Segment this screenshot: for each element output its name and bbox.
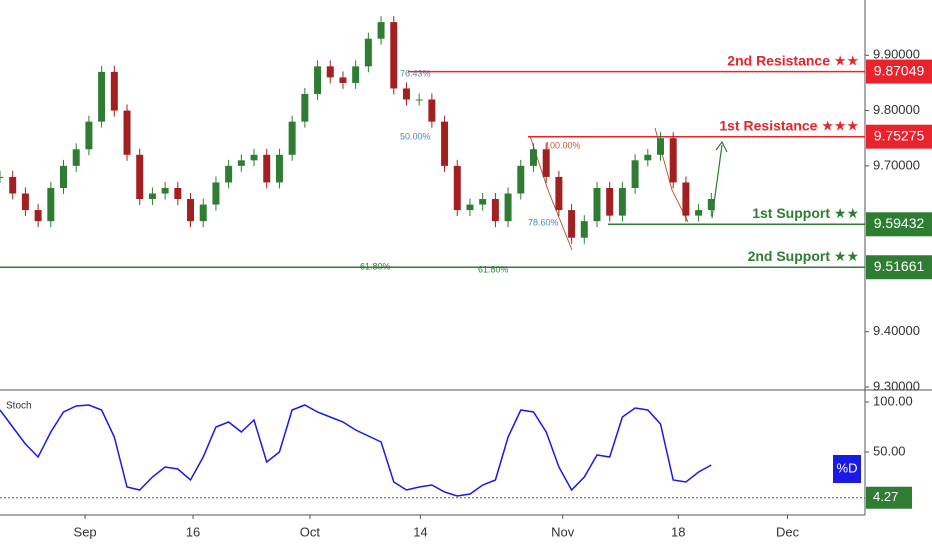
candle (21, 193, 29, 211)
y-tick-label: 9.40000 (873, 323, 920, 338)
candle (123, 110, 131, 155)
candle (529, 149, 537, 166)
candle (275, 154, 283, 183)
x-tick-label: 16 (186, 524, 200, 539)
x-tick-label: Oct (300, 524, 321, 539)
candle (555, 176, 563, 211)
candle (631, 160, 639, 188)
level-box (866, 486, 912, 509)
candle (669, 138, 677, 183)
x-tick-label: Nov (551, 524, 575, 539)
candle (682, 182, 690, 216)
candle (695, 210, 703, 216)
candle (415, 99, 423, 101)
level-box (866, 59, 932, 84)
y-tick-label: 9.30000 (873, 378, 920, 393)
candle (85, 121, 93, 150)
candle (339, 77, 347, 83)
level-box (866, 212, 932, 237)
x-tick-label: Dec (776, 524, 800, 539)
candle (491, 199, 499, 222)
candle (225, 165, 233, 183)
candle (364, 38, 372, 67)
candle (237, 160, 245, 166)
y-tick-label: 50.00 (873, 443, 906, 458)
candle (72, 149, 80, 166)
candle (60, 165, 68, 188)
level-value: 9.75275 (874, 127, 925, 143)
candle (98, 71, 106, 122)
candle (593, 187, 601, 222)
fib-label: 61.80% (360, 261, 391, 271)
fib-label: 76.43% (400, 68, 431, 78)
legend-box (833, 455, 861, 483)
level-name: 2nd Support ★★ (748, 248, 859, 264)
candle (606, 187, 614, 216)
level-value: 9.59432 (874, 215, 925, 231)
candle (644, 154, 652, 161)
candle (580, 221, 588, 238)
candle (136, 154, 144, 200)
candle (441, 121, 449, 166)
candle (250, 154, 258, 161)
candle (377, 22, 385, 39)
candle (212, 182, 220, 205)
candle (568, 210, 576, 238)
indicator-title: Stoch (6, 401, 32, 412)
candle (657, 138, 664, 155)
level-box (866, 255, 932, 280)
y-tick-label: 100.00 (873, 393, 913, 408)
stoch-line (0, 404, 712, 497)
y-tick-label: 9.70000 (873, 157, 920, 172)
candle (161, 187, 169, 194)
candle (618, 187, 626, 216)
candle (466, 204, 474, 211)
candle (148, 193, 156, 200)
candle (34, 210, 42, 222)
candle (352, 66, 360, 83)
level-value: 9.51661 (874, 258, 925, 274)
candle (301, 93, 309, 122)
candle (47, 187, 55, 222)
candle (517, 165, 525, 194)
level-value: 4.27 (873, 489, 898, 504)
candle (174, 187, 182, 200)
candle (428, 99, 436, 122)
y-tick-label: 9.90000 (873, 47, 920, 62)
candle (542, 149, 550, 177)
candle (390, 22, 398, 89)
candle (402, 88, 410, 100)
x-tick-label: 18 (671, 524, 685, 539)
candle (199, 204, 207, 222)
level-value: 9.87049 (874, 62, 925, 78)
x-tick-label: Sep (74, 524, 97, 539)
x-tick-label: 14 (413, 524, 427, 539)
fib-label: 100.00% (545, 140, 581, 150)
fib-label: 61.80% (478, 264, 509, 274)
level-box (866, 124, 932, 149)
candle (314, 66, 322, 94)
candle (288, 121, 296, 155)
candle (187, 199, 195, 222)
candle (0, 176, 4, 178)
candle (9, 176, 17, 194)
fib-label: 78.60% (528, 217, 559, 227)
y-tick-label: 9.80000 (873, 102, 920, 117)
level-name: 1st Support ★★ (752, 205, 859, 221)
candle (453, 165, 461, 211)
candle (504, 193, 512, 222)
candle (326, 66, 334, 78)
candle (110, 71, 118, 111)
legend-entry: %D (837, 460, 858, 475)
level-name: 2nd Resistance ★★ (727, 52, 859, 68)
candle (707, 199, 715, 211)
level-name: 1st Resistance ★★★ (719, 117, 859, 133)
fib-label: 50.00% (400, 131, 431, 141)
candle (263, 154, 271, 183)
candle (479, 199, 487, 205)
